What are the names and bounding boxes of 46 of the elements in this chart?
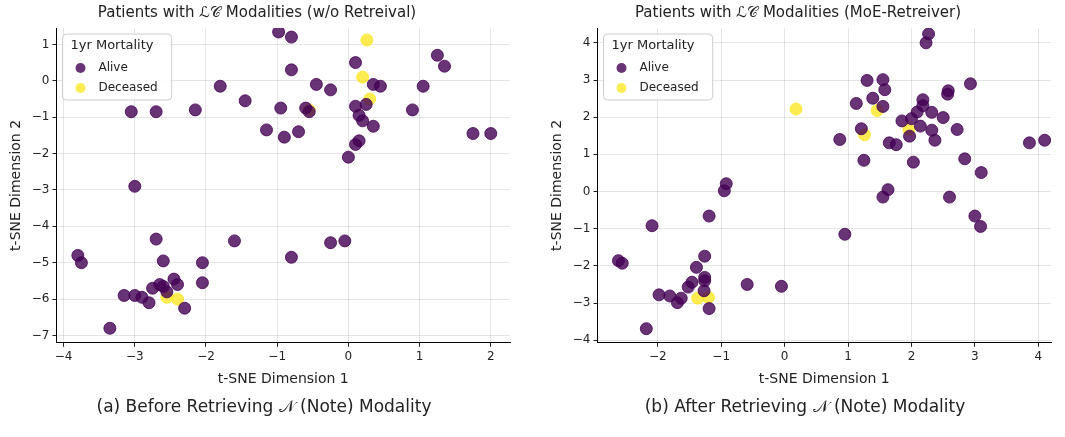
x-tick-label: −1 bbox=[268, 349, 287, 364]
x-tick-label: −1 bbox=[712, 349, 731, 364]
legend-label: Deceased bbox=[98, 80, 158, 95]
x-tick-label: 3 bbox=[971, 349, 979, 364]
y-tick-label: 2 bbox=[582, 109, 591, 124]
chart-title: Patients with ℒ𝒞 Modalities (MoE-Retreiver) bbox=[634, 2, 962, 21]
y-axis-title: t-SNE Dimension 2 bbox=[7, 119, 24, 251]
x-tick-label: 4 bbox=[1034, 349, 1043, 364]
x-tick-label: 1 bbox=[844, 349, 852, 364]
x-tick-label: 0 bbox=[344, 349, 353, 364]
x-tick-label: 2 bbox=[907, 349, 916, 364]
x-tick-label: −2 bbox=[648, 349, 667, 364]
y-tick-label: 1 bbox=[41, 36, 50, 51]
y-tick-label: −1 bbox=[31, 109, 50, 124]
legend-label: Deceased bbox=[639, 80, 699, 95]
y-tick-label: 0 bbox=[41, 72, 50, 87]
x-tick-label: −2 bbox=[197, 349, 215, 364]
y-tick-label: −2 bbox=[31, 145, 50, 160]
y-axis-title: t-SNE Dimension 2 bbox=[548, 119, 565, 251]
x-tick-label: −4 bbox=[54, 349, 73, 364]
x-axis-title: t-SNE Dimension 1 bbox=[758, 370, 890, 387]
x-tick-label: −3 bbox=[125, 349, 144, 364]
legend-label: Alive bbox=[98, 60, 128, 75]
chart-title: Patients with ℒ𝒞 Modalities (w/o Retreival) bbox=[97, 2, 417, 21]
y-tick-label: −3 bbox=[31, 182, 50, 197]
legend-label: Alive bbox=[639, 60, 669, 75]
y-tick-label: 0 bbox=[582, 183, 591, 198]
y-tick-label: −1 bbox=[572, 220, 591, 235]
y-tick-label: −4 bbox=[31, 218, 50, 233]
y-tick-label: 4 bbox=[582, 34, 591, 49]
y-tick-label: −5 bbox=[31, 254, 50, 269]
y-tick-label: 3 bbox=[582, 72, 591, 87]
x-tick-label: 0 bbox=[780, 349, 789, 364]
x-tick-label: 2 bbox=[486, 349, 495, 364]
text: (a) Before Retrieving 𝒩 (Note) Modality bbox=[95, 396, 433, 416]
text: (b) After Retrieving 𝒩 (Note) Modality bbox=[643, 396, 967, 416]
x-axis-title: t-SNE Dimension 1 bbox=[217, 370, 349, 387]
y-tick-label: 1 bbox=[582, 146, 591, 161]
y-tick-label: −6 bbox=[31, 291, 50, 306]
y-tick-label: −3 bbox=[572, 295, 591, 310]
x-tick-label: 1 bbox=[415, 349, 424, 364]
legend-title: 1yr Mortality bbox=[611, 37, 695, 53]
legend-title: 1yr Mortality bbox=[70, 37, 154, 53]
y-tick-label: −2 bbox=[572, 257, 591, 272]
y-tick-label: −7 bbox=[31, 327, 50, 342]
y-tick-label: −4 bbox=[572, 332, 591, 347]
